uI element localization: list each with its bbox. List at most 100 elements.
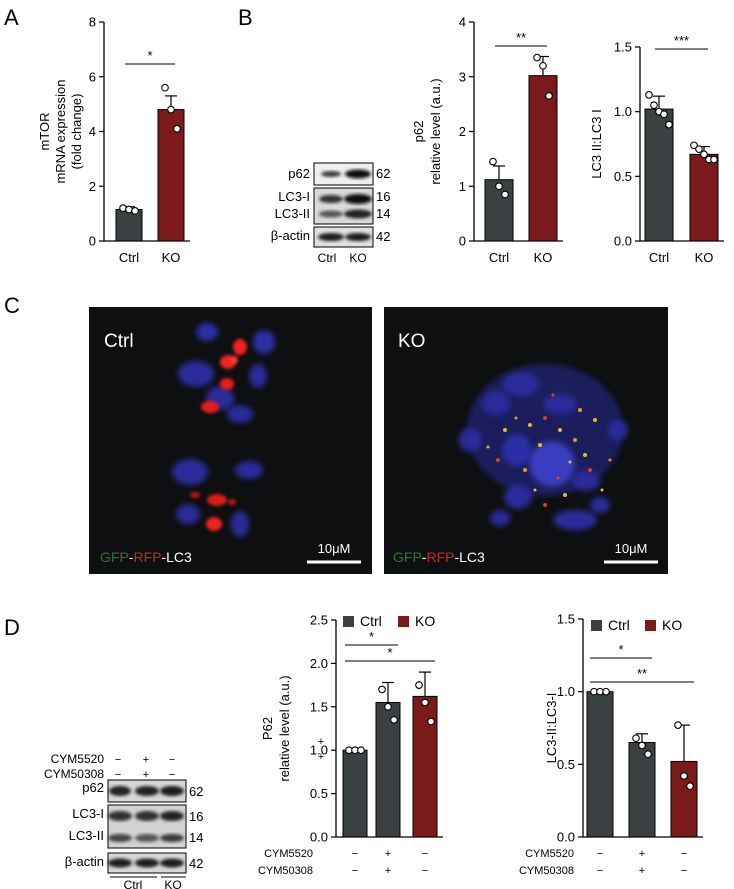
- data-point: [686, 782, 694, 790]
- blot-b-kda-lc3i: 16: [376, 189, 390, 204]
- condition-label: CYM5520: [525, 848, 574, 860]
- y-tick-label: 0: [89, 234, 96, 249]
- blot-d-label-lc3ii: LC3-II: [69, 828, 104, 843]
- data-point: [700, 150, 708, 159]
- y-tick-label: 1.0: [614, 104, 632, 119]
- side-mark: +: [318, 751, 324, 763]
- significance-label: *: [387, 645, 392, 660]
- caption-rfp: RFP: [426, 549, 454, 565]
- western-blot-b: p62 LC3-I LC3-II β-actin 62 16 14 42 Ctr…: [271, 162, 390, 265]
- y-tick-label: 0.0: [557, 830, 575, 845]
- data-point: [427, 717, 435, 726]
- legend-label: Ctrl: [360, 613, 382, 629]
- significance-label: ***: [674, 33, 689, 48]
- panel-letter-a: A: [4, 5, 19, 30]
- legend-label: KO: [415, 613, 435, 629]
- blot-d-label-actin: β-actin: [65, 854, 104, 869]
- data-point: [533, 53, 541, 62]
- bar: [628, 742, 656, 838]
- micrograph-ctrl: Ctrl GFP-RFP-LC3 10μM: [89, 307, 372, 574]
- data-point: [602, 687, 610, 696]
- y-tick-label: 1.5: [310, 699, 328, 714]
- y-tick-label: 2: [459, 124, 466, 139]
- panel-letter-b: B: [238, 5, 253, 30]
- blot-band: [318, 233, 344, 241]
- chart-d-p62: 0.0 0.5 1.0 1.5 2.0 2.5 P62 relative level (a.u…: [258, 613, 443, 877]
- blot-band: [344, 209, 372, 219]
- x-tick-label: KO: [534, 250, 553, 265]
- condition-mark: +: [639, 865, 645, 877]
- blot-d-label-lc3i: LC3-I: [72, 806, 104, 821]
- y-tick-label: 4: [89, 124, 96, 139]
- y-tick-label: 1: [459, 179, 466, 194]
- y-tick-label: 1.0: [557, 684, 575, 699]
- bar: [115, 209, 143, 242]
- blot-band: [321, 171, 341, 177]
- blot-b-strip-p62: [313, 162, 374, 186]
- data-point: [495, 182, 503, 191]
- data-point: [421, 698, 429, 707]
- data-point: [539, 61, 547, 70]
- blot-d-kda-lc3i: 16: [189, 809, 203, 824]
- blot-b-label-p62: p62: [288, 166, 310, 181]
- y-tick-label: 3: [459, 69, 466, 84]
- bar: [342, 749, 368, 838]
- blot-band: [160, 811, 184, 821]
- blot-band: [345, 233, 371, 241]
- micrograph-background: [89, 307, 372, 574]
- condition-mark: −: [597, 848, 603, 860]
- y-tick-label: 0.5: [614, 169, 632, 184]
- legend-label: KO: [662, 617, 682, 633]
- condition-label: CYM50308: [519, 865, 574, 877]
- bar: [689, 153, 719, 242]
- y-tick-label: 4: [459, 15, 466, 30]
- panel-letter-c: C: [4, 293, 20, 318]
- data-point: [665, 120, 673, 129]
- data-point: [690, 141, 698, 150]
- y-tick-label: 8: [89, 15, 96, 30]
- blot-d-mark: −: [115, 769, 121, 781]
- blot-d-group-ko: KO: [164, 878, 181, 889]
- x-tick-label: KO: [695, 250, 714, 265]
- blot-band: [345, 169, 371, 179]
- x-tick-label: Ctrl: [649, 250, 669, 265]
- condition-label: CYM50308: [258, 865, 313, 877]
- legend-swatch: [398, 616, 409, 627]
- legend-label: Ctrl: [608, 617, 630, 633]
- blot-d-label-p62: p62: [82, 780, 104, 795]
- y-tick-label: 0.0: [614, 234, 632, 249]
- bar: [644, 108, 674, 242]
- data-point: [644, 750, 652, 759]
- condition-mark: −: [681, 865, 687, 877]
- data-point: [131, 207, 139, 215]
- blot-band: [344, 194, 372, 204]
- western-blot-d: CYM5520 CYM50308 − + − − + − p62 LC3-I L…: [44, 752, 204, 889]
- caption-gfp: GFP: [100, 549, 129, 565]
- significance-label: **: [516, 30, 526, 45]
- caption-rfp: RFP: [133, 549, 161, 565]
- blot-band: [135, 858, 159, 868]
- significance-label: *: [147, 48, 152, 63]
- blot-d-mark: −: [115, 754, 121, 766]
- legend-swatch: [645, 620, 656, 631]
- x-tick-label: Ctrl: [489, 250, 509, 265]
- micrograph-caption-ko: GFP-RFP-LC3: [393, 549, 485, 565]
- significance-label: **: [637, 666, 647, 681]
- blot-b-kda-lc3ii: 14: [376, 206, 390, 221]
- data-point: [167, 105, 175, 114]
- condition-mark: −: [352, 848, 358, 860]
- micrograph-ko: KO GFP-RFP-LC3 10μM: [384, 307, 668, 574]
- data-point: [695, 145, 703, 154]
- blot-band: [108, 811, 132, 821]
- condition-mark: −: [597, 865, 603, 877]
- lc3-puncta: [486, 393, 612, 507]
- bar: [412, 695, 438, 838]
- blot-b-label-lc3i: LC3-I: [278, 189, 310, 204]
- bar: [586, 691, 614, 838]
- blot-d-treat-label-1: CYM5520: [51, 752, 105, 766]
- y-axis-label: relative level (a.u.): [277, 675, 292, 781]
- y-tick-label: 0.5: [310, 786, 328, 801]
